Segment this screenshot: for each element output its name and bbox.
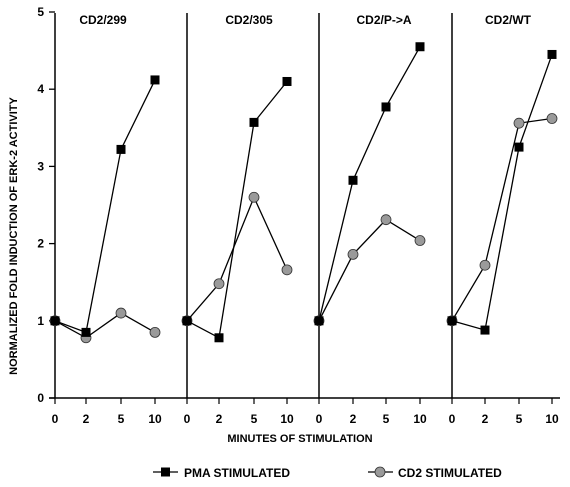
panel-title: CD2/299 [79,13,127,27]
x-tick-label: 5 [516,412,523,426]
cd2-series-line [54,312,156,339]
y-tick-label: 1 [37,314,44,328]
pma-data-point [150,75,160,85]
pma-data-point [480,325,490,335]
legend: PMA STIMULATED CD2 STIMULATED [153,466,502,480]
pma-series-line [318,46,421,321]
panel: CD2/WT 0 2 5 10 [446,13,559,426]
y-tick-label: 0 [37,391,44,405]
x-tick-label: 0 [52,412,59,426]
pma-series-line [54,79,156,334]
cd2-data-point [479,259,491,271]
pma-data-point [249,117,259,127]
pma-data-point [116,144,126,154]
cd2-data-point [281,264,293,276]
panel: CD2/299 0 2 5 10 [49,13,162,426]
x-axis-label: MINUTES OF STIMULATION [227,433,372,445]
x-tick-label: 2 [216,412,223,426]
x-tick-label: 10 [148,412,162,426]
cd2-data-point [347,249,359,260]
panel-title: CD2/WT [485,13,532,27]
cd2-data-point [115,307,127,319]
x-tick-label: 10 [280,412,294,426]
y-tick-label: 3 [37,159,44,173]
legend-cd2-marker [374,466,386,478]
cd2-data-point [149,326,161,338]
y-tick-label: 5 [37,5,44,19]
y-tick-label: 4 [37,82,44,96]
legend-cd2-label: CD2 STIMULATED [398,466,502,480]
pma-data-point [447,316,457,326]
cd2-series-line [186,195,288,322]
x-tick-label: 10 [413,412,427,426]
legend-pma-marker [161,467,170,477]
x-tick-label: 5 [251,412,258,426]
pma-data-point [547,49,557,59]
pma-data-point [381,102,391,112]
panel-title: CD2/P->A [356,13,411,27]
cd2-data-point [248,191,260,203]
pma-data-point [182,316,192,326]
pma-series-line [451,54,553,331]
pma-data-point [514,142,524,152]
pma-data-point [415,42,425,52]
x-tick-label: 2 [83,412,90,426]
y-axis: 0 1 2 3 4 5 [37,5,55,405]
legend-pma-label: PMA STIMULATED [184,466,290,480]
cd2-data-point [414,235,426,246]
pma-data-point [348,175,358,185]
cd2-data-point [213,278,225,290]
x-tick-label: 2 [350,412,357,426]
cd2-series-line [451,117,553,322]
pma-data-point [81,327,91,337]
y-tick-label: 2 [37,237,44,251]
x-tick-label: 10 [545,412,559,426]
x-tick-label: 5 [383,412,390,426]
pma-data-point [50,316,60,326]
x-tick-label: 5 [118,412,125,426]
x-tick-label: 0 [184,412,191,426]
x-tick-label: 0 [449,412,456,426]
y-axis-label: NORMALIZED FOLD INDUCTION OF ERK-2 ACTIV… [8,97,20,375]
panel: CD2/305 0 2 5 10 [181,13,294,426]
panel-title: CD2/305 [225,13,273,27]
x-tick-label: 2 [482,412,489,426]
cd2-data-point [513,117,525,129]
pma-series-line [186,81,288,339]
cd2-series-line [318,218,421,322]
pma-data-point [214,333,224,343]
pma-data-point [314,316,324,326]
pma-data-point [282,76,292,86]
x-tick-label: 0 [316,412,323,426]
panel: CD2/P->A 0 2 5 10 [313,13,427,426]
cd2-data-point [546,113,558,124]
cd2-data-point [380,214,392,226]
